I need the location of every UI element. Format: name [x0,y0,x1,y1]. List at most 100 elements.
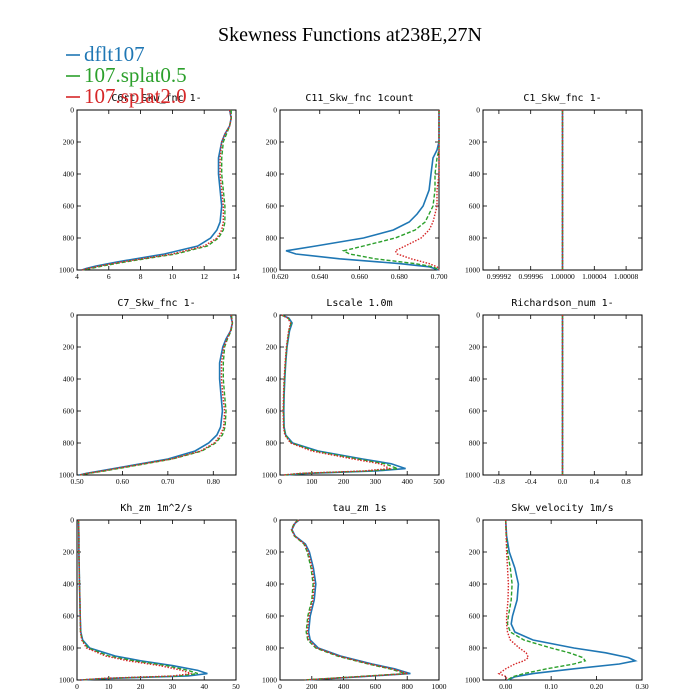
panel-title: Kh_zm 1m^2/s [120,503,192,514]
y-tick-label: 800 [469,644,481,653]
plot-frame [482,519,643,681]
x-tick-label: 30 [169,682,177,691]
x-tick-label: 0.70 [161,477,174,486]
y-tick-label: 200 [63,548,75,557]
y-tick-label: 0 [476,516,480,525]
x-tick-label: 0.60 [116,477,129,486]
panel-grid: C6rt_Skw_fnc 1-4 6 8 10 12 140200400600800100… [59,93,649,691]
y-tick-label: 200 [266,138,278,147]
y-tick-label: 400 [266,170,278,179]
y-tick-label: 600 [266,612,278,621]
x-tick-label: 0.99992 [487,272,512,281]
series-line-dflt107 [291,519,411,681]
x-tick-label: 12 [200,272,208,281]
y-tick-label: 800 [63,234,75,243]
panel-8: tau_zm 1s0 200 400 600 800 100002004006008001… [262,503,447,691]
x-tick-label: 0.8 [621,477,631,486]
panel-2: C11_Skw_fnc 1count 0.620 0.640 0.660 0.680 0.… [262,93,448,281]
y-tick-label: 200 [266,343,278,352]
panel-6: Richardson_num 1- -0.8 -0.4 0.0 0.4 0.8 0 200 40… [465,298,643,486]
panel-title: C6rt_Skw_fnc 1- [111,93,201,104]
panel-title: Richardson_num 1- [511,298,613,309]
series-line-dflt107 [504,519,638,681]
x-tick-label: 10 [105,682,113,691]
x-tick-label: 1.00000 [550,272,575,281]
plot-frame [76,109,237,271]
y-tick-label: 200 [469,343,481,352]
x-tick-label: 1.00004 [582,272,607,281]
y-tick-label: 1000 [59,471,74,480]
series-line-dflt107 [79,314,234,476]
y-tick-label: 0 [476,311,480,320]
y-tick-label: 400 [469,170,481,179]
panel-7: Kh_zm 1m^2/s 0 10 20 30 40 50 0 200 400 600 800 1000 [59,503,240,691]
y-tick-label: 800 [469,439,481,448]
series-line-107-splat0-5 [80,314,234,476]
series-line-107-splat0-5 [281,314,398,476]
y-tick-label: 800 [266,234,278,243]
y-tick-label: 800 [266,439,278,448]
y-tick-label: 600 [63,202,75,211]
y-tick-label: 800 [469,234,481,243]
y-tick-label: 400 [266,580,278,589]
x-tick-label: 100 [306,477,318,486]
y-tick-label: 0 [273,311,277,320]
y-tick-label: 0 [70,106,74,115]
x-tick-label: -0.8 [493,477,505,486]
x-tick-label: 0.700 [431,272,448,281]
series-line-dflt107 [77,519,208,681]
series-line-107-splat0-5 [341,110,440,271]
x-tick-label: 200 [338,477,350,486]
x-tick-label: 4 [75,272,79,281]
y-tick-label: 800 [266,644,278,653]
x-tick-label: 0.0 [558,477,568,486]
series-line-dflt107 [281,314,406,476]
x-tick-label: 6 [107,272,111,281]
series-line-107-splat2-0 [81,109,232,271]
panel-title: C7_Skw_fnc 1- [117,298,195,309]
y-tick-label: 400 [63,170,75,179]
y-tick-label: 1000 [262,471,277,480]
panel-title: Lscale 1.0m [326,298,392,309]
figure-title: Skewness Functions at238E,27N [218,24,482,46]
y-tick-label: 400 [469,375,481,384]
x-tick-label: 0.80 [207,477,220,486]
series-line-107-splat2-0 [291,519,409,681]
y-tick-label: 600 [63,612,75,621]
y-tick-label: 0 [70,311,74,320]
x-tick-label: -0.4 [525,477,537,486]
y-tick-label: 0 [273,516,277,525]
x-tick-label: 0.00 [499,682,512,691]
y-tick-label: 200 [469,138,481,147]
x-tick-label: 0.50 [70,477,83,486]
panel-title: Skw_velocity 1m/s [511,503,613,514]
plot-frame [279,314,440,476]
panel-4: C7_Skw_fnc 1- 0.50 0.60 0.70 0.80 0 200 400 600 8… [59,298,237,486]
x-tick-label: 400 [402,477,414,486]
x-tick-label: 0.640 [311,272,328,281]
y-tick-label: 600 [469,202,481,211]
plot-frame [279,109,440,271]
y-tick-label: 800 [63,644,75,653]
x-tick-label: 0 [278,477,282,486]
y-tick-label: 200 [63,343,75,352]
series-line-107-splat2-0 [281,314,393,476]
y-tick-label: 400 [469,580,481,589]
y-tick-label: 400 [266,375,278,384]
x-tick-label: 0.620 [272,272,289,281]
y-tick-label: 600 [469,407,481,416]
x-tick-label: 14 [232,272,240,281]
y-tick-label: 1000 [59,266,74,275]
y-tick-label: 0 [273,106,277,115]
y-tick-label: 1000 [262,676,277,685]
panel-3: C1_Skw_fnc 1- 0.99992 0.99996 1.00000 1.0000… [465,93,643,281]
x-tick-label: 0.4 [590,477,600,486]
panel-title: C1_Skw_fnc 1- [523,93,601,104]
y-tick-label: 1000 [465,266,480,275]
y-tick-label: 0 [476,106,480,115]
x-tick-label: 0.20 [590,682,603,691]
x-tick-label: 0.10 [545,682,558,691]
y-tick-label: 1000 [262,266,277,275]
